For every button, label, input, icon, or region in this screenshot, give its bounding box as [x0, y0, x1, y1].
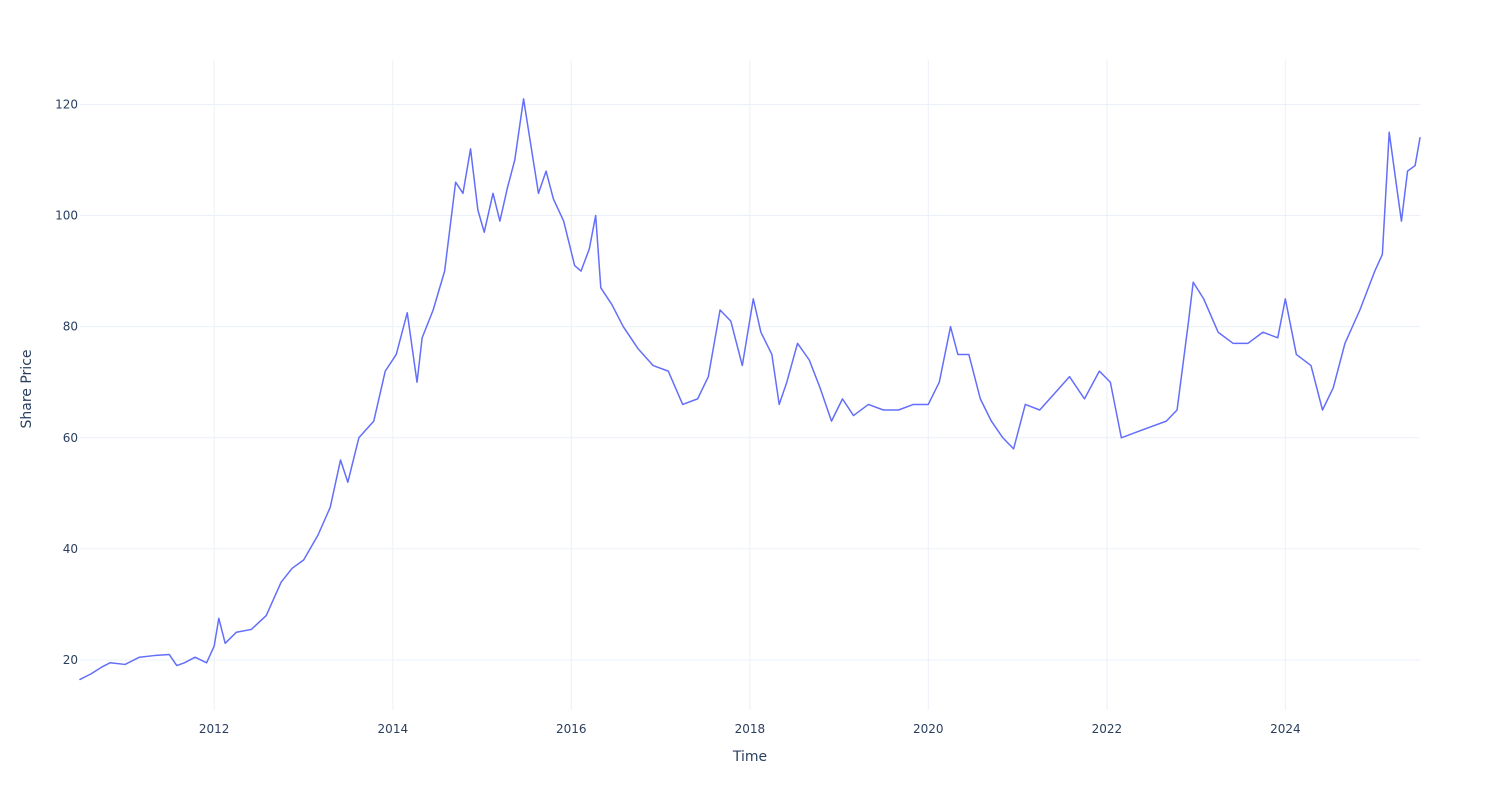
y-tick-label: 20 [63, 653, 78, 667]
x-tick-label: 2022 [1092, 722, 1123, 736]
y-tick-label: 60 [63, 431, 78, 445]
x-axis-title: Time [732, 749, 767, 765]
y-tick-label: 40 [63, 542, 78, 556]
y-tick-label: 100 [55, 209, 78, 223]
x-tick-label: 2020 [913, 722, 944, 736]
x-tick-label: 2024 [1270, 722, 1301, 736]
x-tick-label: 2014 [378, 722, 409, 736]
gridlines [80, 60, 1420, 710]
y-axis-title: Share Price [19, 349, 35, 428]
y-tick-label: 120 [55, 97, 78, 111]
tick-labels: 20 40 60 80 100 120 2012 2014 2016 2018 2020 2022 20… [55, 97, 1301, 736]
share-price-line [79, 98, 1421, 681]
x-tick-label: 2016 [556, 722, 587, 736]
series-layer [79, 98, 1421, 681]
x-tick-label: 2018 [735, 722, 766, 736]
y-tick-label: 80 [63, 320, 78, 334]
x-tick-label: 2012 [199, 722, 230, 736]
